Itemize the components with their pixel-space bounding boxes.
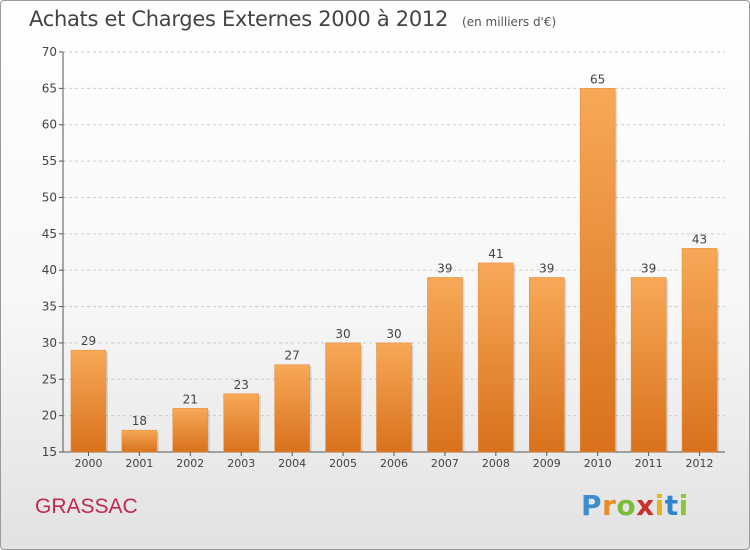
y-tick-label: 45 xyxy=(42,227,57,241)
x-tick-label: 2008 xyxy=(482,457,510,470)
bar-value-label: 30 xyxy=(386,327,401,341)
x-tick-label: 2003 xyxy=(227,457,255,470)
chart-title: Achats et Charges Externes 2000 à 2012 (e… xyxy=(29,7,556,31)
logo-letter: i xyxy=(654,489,665,522)
y-tick-label: 15 xyxy=(42,445,57,459)
bar xyxy=(172,408,209,453)
y-tick-label: 40 xyxy=(42,263,57,277)
bar xyxy=(325,342,361,453)
x-tick-label: 2002 xyxy=(176,457,204,470)
y-tick-label: 65 xyxy=(42,81,57,95)
x-tick-label: 2006 xyxy=(380,457,408,470)
bar xyxy=(427,277,463,453)
bar xyxy=(70,349,107,453)
y-tick-label: 20 xyxy=(42,409,57,423)
y-tick-label: 70 xyxy=(42,45,57,59)
logo-letter: r xyxy=(602,489,617,522)
bar-value-label: 43 xyxy=(692,232,707,246)
bar-value-label: 39 xyxy=(437,261,452,275)
x-tick-label: 2004 xyxy=(278,457,306,470)
bar-value-label: 65 xyxy=(590,72,605,86)
proxiti-logo: Proxiti xyxy=(581,489,689,522)
bar-value-label: 18 xyxy=(132,414,147,428)
bar xyxy=(274,364,310,453)
bar-value-label: 21 xyxy=(183,392,198,406)
x-tick-label: 2001 xyxy=(125,457,153,470)
x-tick-label: 2000 xyxy=(74,457,102,470)
y-tick-label: 50 xyxy=(42,190,57,204)
bar xyxy=(121,429,158,453)
bar-value-label: 39 xyxy=(641,261,656,275)
y-tick-label: 30 xyxy=(42,336,57,350)
bar xyxy=(681,248,718,453)
bar-value-label: 30 xyxy=(335,327,350,341)
bar-value-label: 29 xyxy=(81,334,96,348)
logo-letter: i xyxy=(678,489,689,522)
x-tick-label: 2009 xyxy=(533,457,561,470)
bar xyxy=(223,393,259,453)
logo-letter: x xyxy=(636,489,655,522)
y-tick-label: 25 xyxy=(42,372,57,386)
x-tick-label: 2007 xyxy=(431,457,459,470)
bar xyxy=(376,342,412,453)
bar xyxy=(630,277,667,453)
x-tick-label: 2011 xyxy=(635,457,663,470)
bar-value-label: 39 xyxy=(539,261,554,275)
y-tick-label: 60 xyxy=(42,118,57,132)
logo-letter: P xyxy=(581,489,603,522)
bar xyxy=(478,262,514,453)
logo-letter: t xyxy=(664,489,679,522)
bar xyxy=(579,88,616,453)
y-tick-label: 35 xyxy=(42,300,57,314)
bar-value-label: 41 xyxy=(488,247,503,261)
x-tick-label: 2005 xyxy=(329,457,357,470)
y-tick-label: 55 xyxy=(42,154,57,168)
chart-unit: (en milliers d'€) xyxy=(462,15,557,29)
location-name: GRASSAC xyxy=(35,495,138,518)
bar-value-label: 27 xyxy=(285,349,300,363)
bar xyxy=(529,277,565,453)
logo-letter: o xyxy=(616,489,637,522)
x-tick-label: 2010 xyxy=(584,457,612,470)
chart-title-text: Achats et Charges Externes 2000 à 2012 xyxy=(29,7,449,31)
bar-value-label: 23 xyxy=(234,378,249,392)
x-tick-label: 2012 xyxy=(686,457,714,470)
